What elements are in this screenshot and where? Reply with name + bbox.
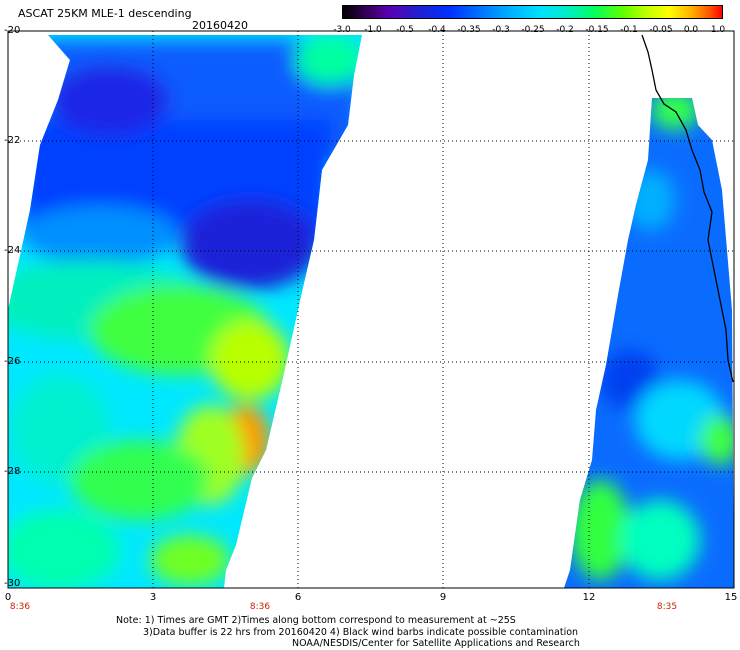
- colorbar-label: -0.3: [492, 25, 510, 35]
- lon-label: 6: [294, 592, 302, 603]
- map-date: 20160420: [192, 19, 248, 32]
- time-label: 8:36: [249, 602, 271, 612]
- colorbar-label: 0.0: [683, 25, 699, 35]
- colorbar-label: -3.0: [333, 25, 351, 35]
- colorbar-label: -1.0: [364, 25, 382, 35]
- lat-label: -24: [4, 245, 21, 256]
- coastline: [641, 34, 734, 383]
- colorbar-label: -0.05: [649, 25, 673, 35]
- lat-label: -26: [4, 356, 21, 367]
- lon-label: 9: [439, 592, 447, 603]
- lat-label: -20: [4, 25, 21, 36]
- gridlines: [8, 31, 734, 588]
- colorbar-label: -0.4: [428, 25, 446, 35]
- note-line-2: 3)Data buffer is 22 hrs from 20160420 4)…: [143, 627, 579, 638]
- note-line-1: Note: 1) Times are GMT 2)Times along bot…: [116, 615, 516, 626]
- map-frame: [7, 30, 735, 589]
- colorbar-label: -0.15: [585, 25, 609, 35]
- lon-label: 15: [724, 592, 738, 603]
- lat-label: -28: [4, 466, 21, 477]
- map-title: ASCAT 25KM MLE-1 descending: [18, 7, 192, 20]
- note-line-3: NOAA/NESDIS/Center for Satellite Applica…: [292, 638, 580, 649]
- colorbar-label: -0.25: [521, 25, 545, 35]
- lat-label: -30: [4, 578, 21, 589]
- colorbar: [342, 5, 723, 19]
- lon-label: 3: [149, 592, 157, 603]
- colorbar-label: 1.0: [710, 25, 726, 35]
- left-swath: [8, 35, 362, 588]
- colorbar-label: -0.35: [457, 25, 481, 35]
- right-swath: [564, 98, 734, 588]
- colorbar-label: -0.5: [396, 25, 414, 35]
- lon-label: 12: [582, 592, 596, 603]
- lat-label: -22: [4, 135, 21, 146]
- colorbar-label: -0.2: [556, 25, 574, 35]
- time-label: 8:35: [656, 602, 678, 612]
- time-label: 8:36: [9, 602, 31, 612]
- lon-label: 0: [4, 592, 12, 603]
- colorbar-label: -0.1: [620, 25, 638, 35]
